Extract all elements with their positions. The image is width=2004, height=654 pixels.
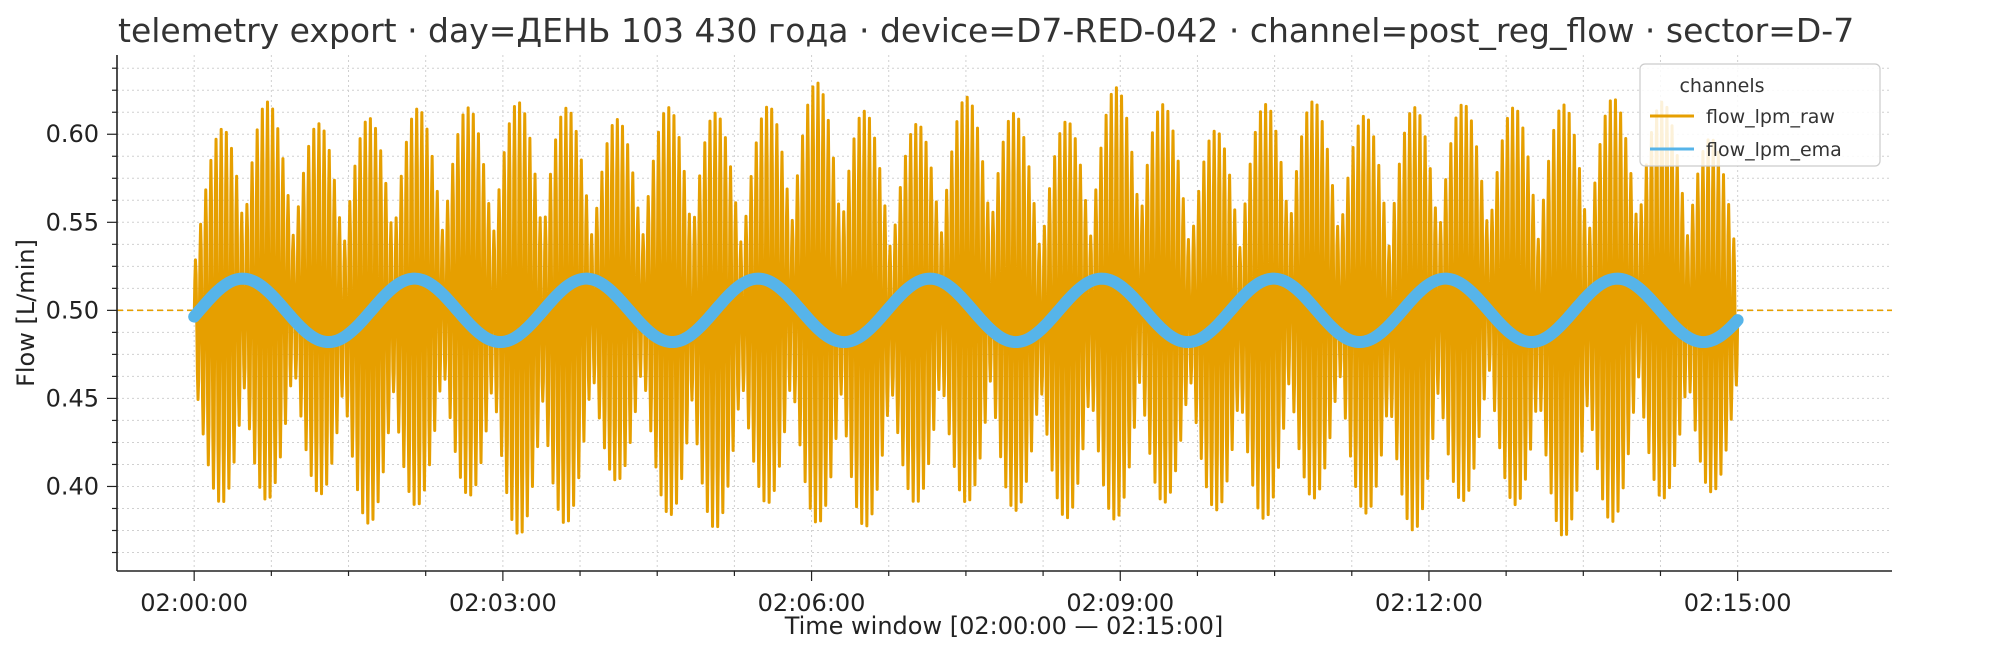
y-tick-label: 0.60	[46, 120, 99, 148]
legend: channels flow_lpm_raw flow_lpm_ema	[1639, 63, 1881, 167]
legend-title: channels	[1679, 75, 1764, 97]
y-tick-label: 0.55	[46, 208, 99, 236]
x-tick-label: 02:12:00	[1375, 589, 1483, 617]
y-tick-label: 0.50	[46, 296, 99, 324]
legend-box	[1639, 63, 1881, 167]
x-tick-label: 02:09:00	[1066, 589, 1174, 617]
x-tick-label: 02:00:00	[140, 589, 248, 617]
y-tick-label: 0.40	[46, 472, 99, 500]
x-ticks: 02:00:00 02:03:00 02:06:00 02:09:00 02:12:00…	[140, 571, 1792, 617]
x-tick-label: 02:06:00	[758, 589, 866, 617]
legend-label-raw: flow_lpm_raw	[1706, 106, 1835, 128]
y-axis-label: Flow [L/min]	[12, 239, 40, 387]
legend-label-ema: flow_lpm_ema	[1706, 139, 1842, 161]
x-tick-label: 02:03:00	[449, 589, 557, 617]
series-group	[188, 81, 1744, 537]
y-ticks: 0.40 0.45 0.50 0.55 0.60	[46, 67, 117, 554]
chart-title: telemetry export · day=ДЕНЬ 103 430 года…	[118, 11, 1854, 50]
series-line-flow-lpm-ema	[188, 272, 1744, 349]
x-tick-label: 02:15:00	[1684, 589, 1792, 617]
x-axis-label: Time window [02:00:00 — 02:15:00]	[784, 612, 1224, 640]
y-tick-label: 0.45	[46, 384, 99, 412]
